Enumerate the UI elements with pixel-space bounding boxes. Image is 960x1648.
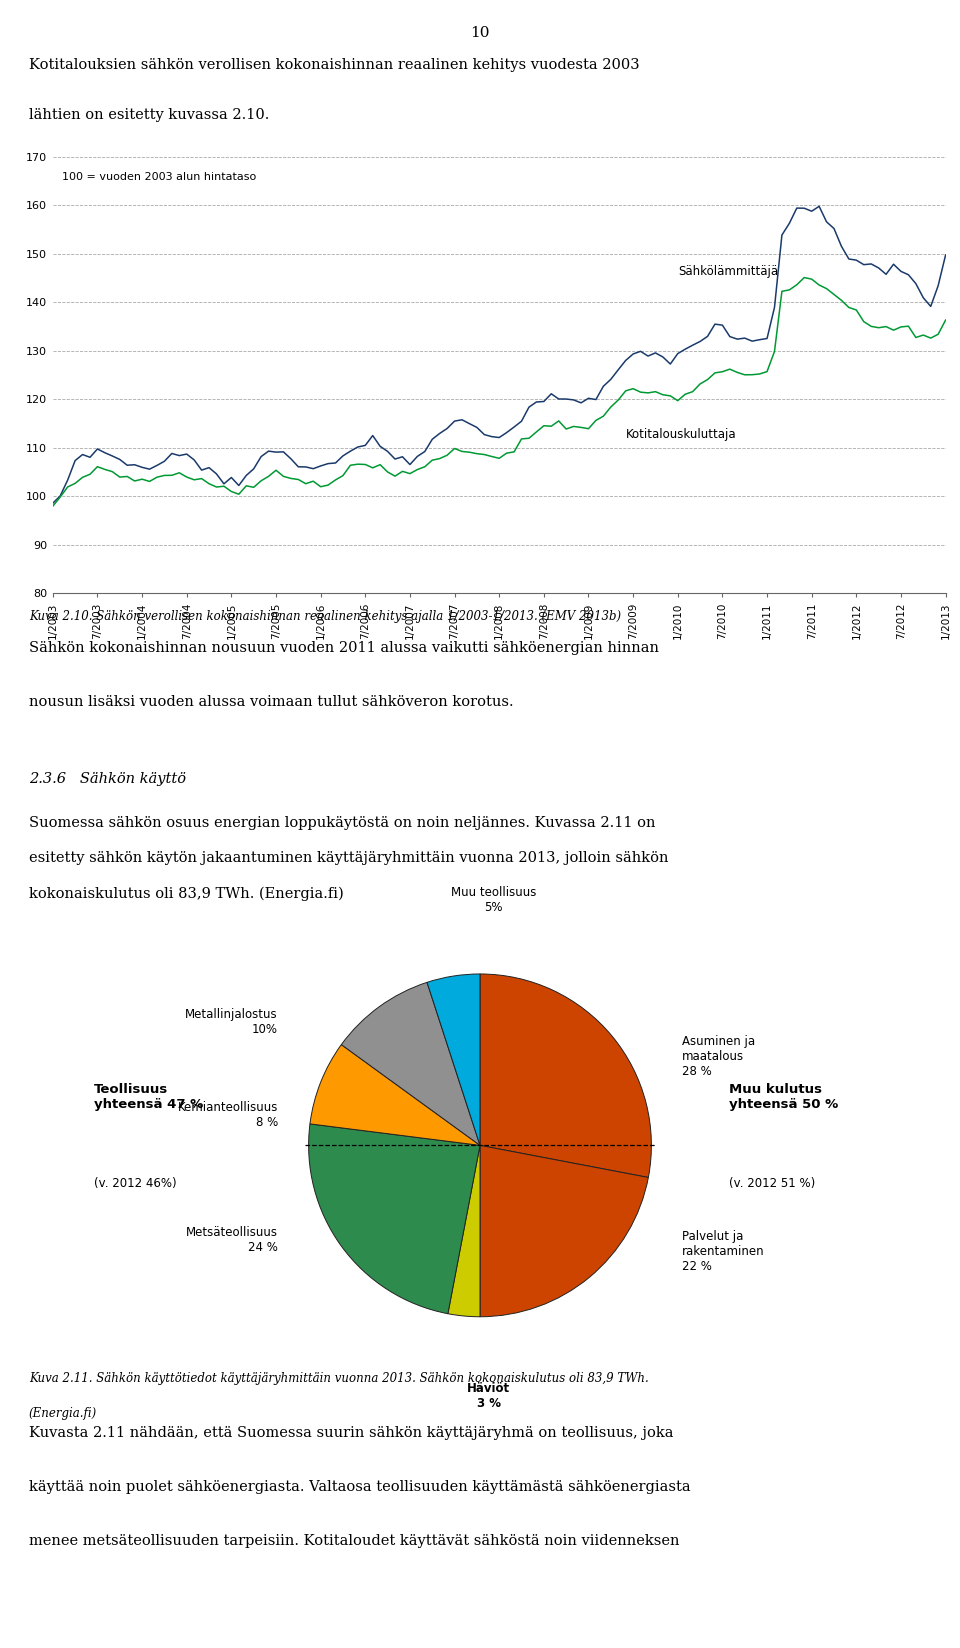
Wedge shape [427, 974, 480, 1145]
Text: (v. 2012 51 %): (v. 2012 51 %) [729, 1177, 815, 1190]
Text: Metallinjalostus
10%: Metallinjalostus 10% [185, 1009, 277, 1037]
Text: 2.3.6   Sähkön käyttö: 2.3.6 Sähkön käyttö [29, 771, 186, 786]
Text: Palvelut ja
rakentaminen
22 %: Palvelut ja rakentaminen 22 % [683, 1229, 765, 1274]
Text: lähtien on esitetty kuvassa 2.10.: lähtien on esitetty kuvassa 2.10. [29, 107, 269, 122]
Text: 100 = vuoden 2003 alun hintataso: 100 = vuoden 2003 alun hintataso [61, 171, 256, 181]
Text: Teollisuus
yhteensä 47 %: Teollisuus yhteensä 47 % [94, 1083, 204, 1111]
Text: käyttää noin puolet sähköenergiasta. Valtaosa teollisuuden käyttämästä sähköener: käyttää noin puolet sähköenergiasta. Val… [29, 1480, 690, 1493]
Wedge shape [480, 974, 652, 1177]
Wedge shape [310, 1045, 480, 1145]
Text: Kuvasta 2.11 nähdään, että Suomessa suurin sähkön käyttäjäryhmä on teollisuus, j: Kuvasta 2.11 nähdään, että Suomessa suur… [29, 1426, 673, 1439]
Text: menee metsäteollisuuden tarpeisiin. Kotitaloudet käyttävät sähköstä noin viidenn: menee metsäteollisuuden tarpeisiin. Koti… [29, 1534, 680, 1547]
Text: 10: 10 [470, 26, 490, 40]
Wedge shape [342, 982, 480, 1145]
Text: Muu kulutus
yhteensä 50 %: Muu kulutus yhteensä 50 % [729, 1083, 838, 1111]
Text: Muu teollisuus
5%: Muu teollisuus 5% [451, 887, 537, 915]
Text: (v. 2012 46%): (v. 2012 46%) [94, 1177, 177, 1190]
Text: Kemianteollisuus
8 %: Kemianteollisuus 8 % [178, 1101, 277, 1129]
Wedge shape [308, 1124, 480, 1313]
Text: nousun lisäksi vuoden alussa voimaan tullut sähköveron korotus.: nousun lisäksi vuoden alussa voimaan tul… [29, 695, 514, 709]
Text: kokonaiskulutus oli 83,9 TWh. (Energia.fi): kokonaiskulutus oli 83,9 TWh. (Energia.f… [29, 887, 344, 901]
Text: Kuva 2.10. Sähkön verollisen kokonaishinnan reaalinen kehitys ajalla 1/2003-1/20: Kuva 2.10. Sähkön verollisen kokonaishin… [29, 610, 621, 623]
Text: Kuva 2.11. Sähkön käyttötiedot käyttäjäryhmittäin vuonna 2013. Sähkön kokonaisku: Kuva 2.11. Sähkön käyttötiedot käyttäjär… [29, 1371, 649, 1384]
Text: (Energia.fi): (Energia.fi) [29, 1407, 97, 1419]
Text: Kotitalouksien sähkön verollisen kokonaishinnan reaalinen kehitys vuodesta 2003: Kotitalouksien sähkön verollisen kokonai… [29, 58, 639, 71]
Text: Asuminen ja
maatalous
28 %: Asuminen ja maatalous 28 % [683, 1035, 756, 1078]
Wedge shape [448, 1145, 480, 1317]
Text: Sähkön kokonaishinnan nousuun vuoden 2011 alussa vaikutti sähköenergian hinnan: Sähkön kokonaishinnan nousuun vuoden 201… [29, 641, 659, 654]
Text: Metsäteollisuus
24 %: Metsäteollisuus 24 % [185, 1226, 277, 1254]
Wedge shape [480, 1145, 648, 1317]
Text: Kotitalouskuluttaja: Kotitalouskuluttaja [626, 428, 736, 442]
Text: esitetty sähkön käytön jakaantuminen käyttäjäryhmittäin vuonna 2013, jolloin säh: esitetty sähkön käytön jakaantuminen käy… [29, 850, 668, 865]
Text: Häviöt
3 %: Häviöt 3 % [467, 1383, 510, 1411]
Text: Suomessa sähkön osuus energian loppukäytöstä on noin neljännes. Kuvassa 2.11 on: Suomessa sähkön osuus energian loppukäyt… [29, 816, 656, 829]
Text: Sähkölämmittäjä: Sähkölämmittäjä [678, 265, 778, 279]
